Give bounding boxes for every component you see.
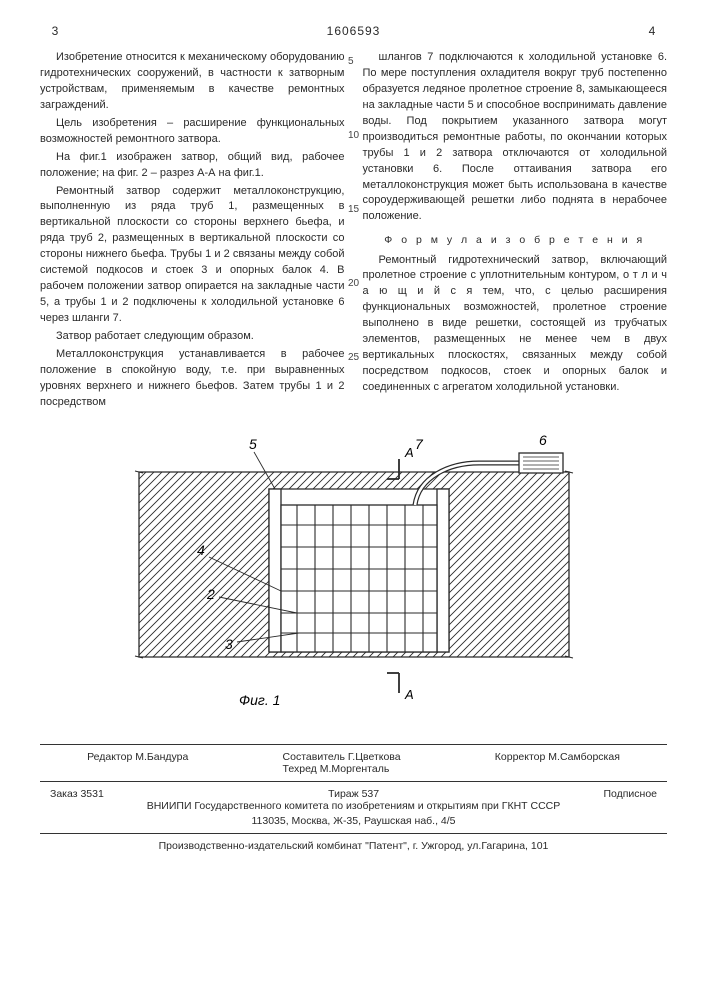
- figure-1-wrap: 5 7 6 А А 4 2 3 Фиг. 1: [40, 427, 667, 722]
- order-label: Заказ: [50, 788, 78, 800]
- line-marker: 20: [348, 278, 359, 289]
- callout-4: 4: [197, 542, 205, 558]
- divider: [40, 833, 667, 834]
- callout-A-top: А: [404, 445, 414, 460]
- right-column: шлангов 7 подключаются к холодильной уст…: [363, 50, 668, 413]
- page-num-left: 3: [40, 24, 70, 38]
- compiler-name: Г.Цветкова: [348, 751, 401, 763]
- paragraph: шлангов 7 подключаются к холодильной уст…: [363, 50, 668, 225]
- editor-name: М.Бандура: [135, 751, 188, 763]
- line-marker: 25: [348, 352, 359, 363]
- editor-block: Редактор М.Бандура: [87, 751, 188, 775]
- order-num: 3531: [80, 788, 103, 800]
- techred-name: М.Моргенталь: [320, 763, 390, 775]
- header-row: 3 1606593 4: [40, 24, 667, 38]
- callout-2: 2: [206, 586, 215, 602]
- callout-7: 7: [415, 436, 424, 452]
- circulation-num: 537: [362, 788, 380, 800]
- press-line: Производственно-издательский комбинат "П…: [40, 840, 667, 852]
- middle-block: Составитель Г.Цветкова Техред М.Моргента…: [283, 751, 401, 775]
- callout-5: 5: [249, 436, 257, 452]
- footer: Редактор М.Бандура Составитель Г.Цветков…: [40, 744, 667, 852]
- paragraph: На фиг.1 изображен затвор, общий вид, ра…: [40, 150, 345, 182]
- patent-page: 3 1606593 4 5 10 15 20 25 Изобретение от…: [0, 0, 707, 1000]
- addr-line: 113035, Москва, Ж-35, Раушская наб., 4/5: [40, 815, 667, 827]
- paragraph: Ремонтный гидротехнический затвор, включ…: [363, 253, 668, 396]
- patent-number: 1606593: [70, 24, 637, 38]
- callout-A-bot: А: [404, 687, 414, 702]
- paragraph: Цель изобретения – расширение функционал…: [40, 116, 345, 148]
- corrector-block: Корректор М.Самборская: [495, 751, 620, 775]
- corrector-label: Корректор: [495, 751, 546, 763]
- techred-label: Техред: [283, 763, 317, 775]
- line-marker: 5: [348, 56, 359, 67]
- page-num-right: 4: [637, 24, 667, 38]
- paragraph: Ремонтный затвор содержит металлоконстру…: [40, 184, 345, 327]
- divider: [40, 744, 667, 745]
- circulation-block: Тираж 537: [328, 788, 379, 800]
- left-column: Изобретение относится к механическому об…: [40, 50, 345, 413]
- paragraph: Затвор работает следующим образом.: [40, 329, 345, 345]
- org-line: ВНИИПИ Государственного комитета по изоб…: [40, 800, 667, 812]
- figure-svg: 5 7 6 А А 4 2 3 Фиг. 1: [119, 427, 589, 717]
- imprint-row: Заказ 3531 Тираж 537 Подписное: [40, 788, 667, 800]
- corrector-name: М.Самборская: [548, 751, 620, 763]
- line-marker: 10: [348, 130, 359, 141]
- figure-label: Фиг. 1: [239, 692, 280, 708]
- paragraph: Изобретение относится к механическому об…: [40, 50, 345, 114]
- order-block: Заказ 3531: [50, 788, 104, 800]
- paragraph: Металлоконструкция устанавливается в раб…: [40, 347, 345, 411]
- figure-1: 5 7 6 А А 4 2 3 Фиг. 1: [119, 427, 589, 722]
- circulation-label: Тираж: [328, 788, 359, 800]
- compiler-label: Составитель: [283, 751, 345, 763]
- margin-line-numbers: 5 10 15 20 25: [348, 56, 359, 363]
- divider: [40, 781, 667, 782]
- editor-label: Редактор: [87, 751, 132, 763]
- callout-3: 3: [225, 636, 233, 652]
- subscription: Подписное: [603, 788, 657, 800]
- line-marker: 15: [348, 204, 359, 215]
- formula-heading: Ф о р м у л а и з о б р е т е н и я: [363, 233, 668, 248]
- callout-6: 6: [539, 432, 547, 448]
